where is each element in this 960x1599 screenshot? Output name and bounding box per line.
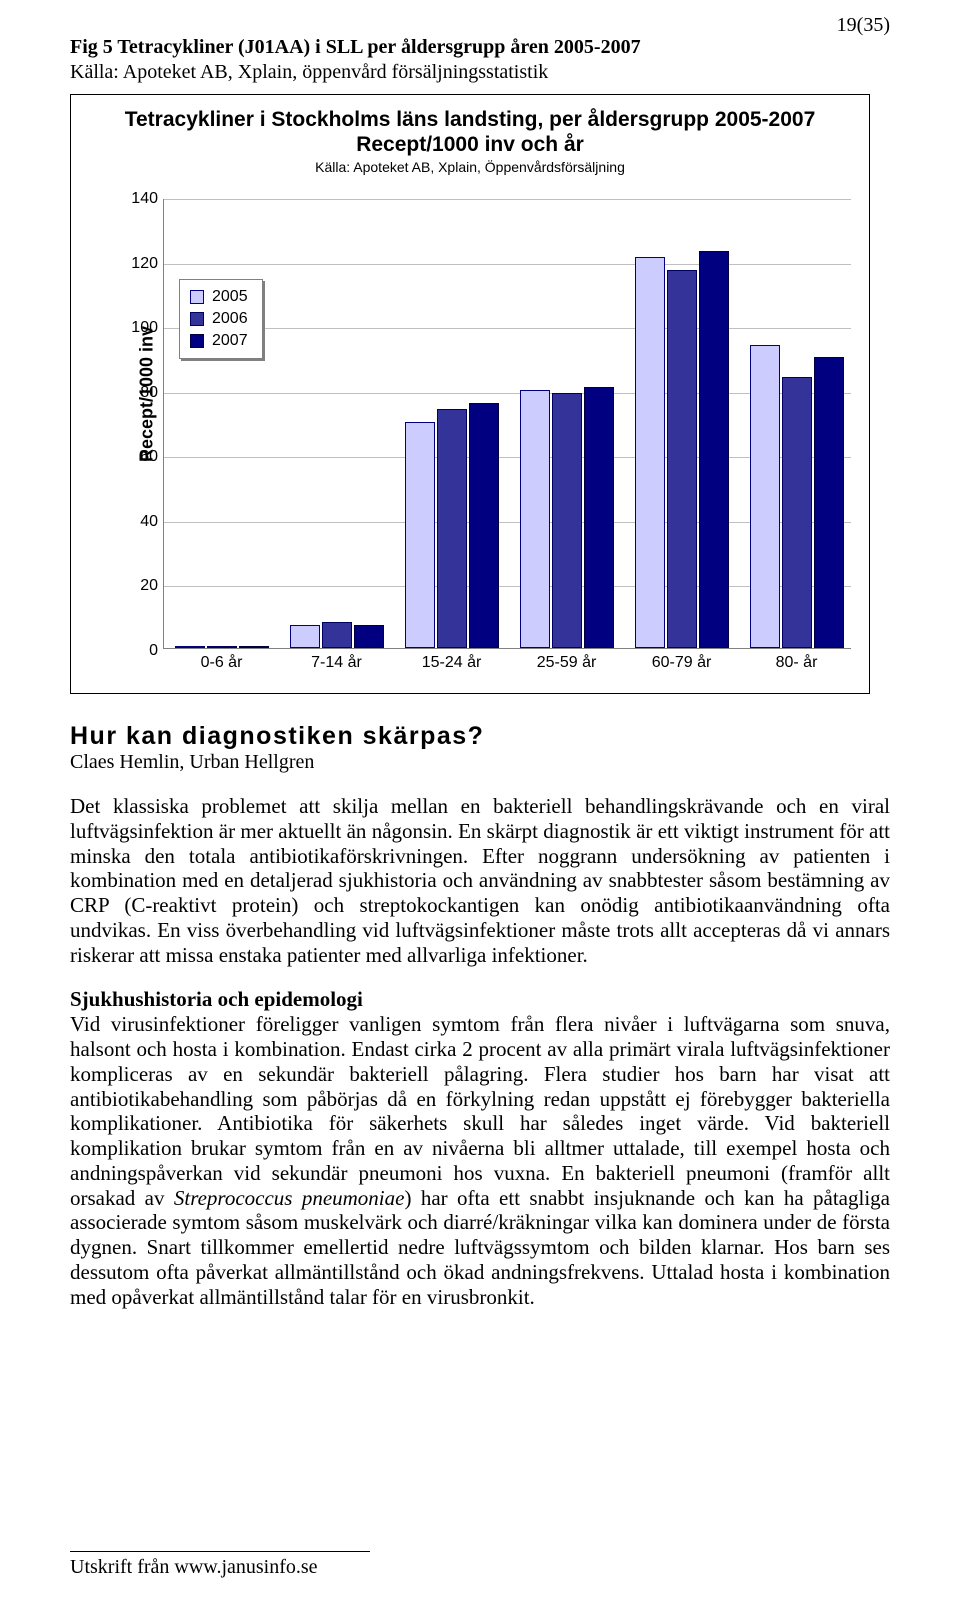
- figure-source: Källa: Apoteket AB, Xplain, öppenvård fö…: [70, 61, 890, 84]
- ytick-label: 120: [122, 255, 158, 273]
- ytick-label: 0: [122, 642, 158, 660]
- bar: [437, 409, 467, 648]
- bar-group: [290, 199, 384, 648]
- legend-swatch: [190, 334, 204, 348]
- legend-label: 2005: [212, 288, 248, 306]
- xtick-label: 60-79 år: [622, 654, 742, 672]
- bar: [239, 646, 269, 648]
- bar-group: [635, 199, 729, 648]
- footer-divider: [70, 1551, 370, 1552]
- legend-swatch: [190, 290, 204, 304]
- xtick-label: 15-24 år: [392, 654, 512, 672]
- bar: [750, 345, 780, 648]
- paragraph-2: Vid virusinfektioner föreligger vanligen…: [70, 1012, 890, 1309]
- page-number: 19(35): [837, 14, 890, 37]
- figure-title: Fig 5 Tetracykliner (J01AA) i SLL per ål…: [70, 36, 890, 59]
- bar: [175, 646, 205, 648]
- chart-sub-source: Källa: Apoteket AB, Xplain, Öppenvårdsfö…: [71, 159, 869, 176]
- plot-area: 0204060801001201400-6 år7-14 år15-24 år2…: [163, 199, 851, 649]
- footer-text: Utskrift från www.janusinfo.se: [70, 1556, 318, 1578]
- legend-row: 2006: [190, 308, 248, 330]
- bar: [469, 403, 499, 648]
- ytick-label: 80: [122, 384, 158, 402]
- ytick-label: 40: [122, 513, 158, 531]
- legend-swatch: [190, 312, 204, 326]
- ytick-label: 60: [122, 448, 158, 466]
- legend: 2005 2006 2007: [179, 279, 263, 359]
- bar: [584, 387, 614, 649]
- subheading: Sjukhushistoria och epidemologi: [70, 987, 890, 1012]
- bar-group: [750, 199, 844, 648]
- chart-title: Tetracykliner i Stockholms läns landstin…: [71, 107, 869, 176]
- page-footer: Utskrift från www.janusinfo.se: [70, 1551, 370, 1579]
- legend-row: 2005: [190, 286, 248, 308]
- bar: [405, 422, 435, 648]
- bar: [699, 251, 729, 648]
- xtick-label: 25-59 år: [507, 654, 627, 672]
- bar-group: [405, 199, 499, 648]
- bar-group: [175, 199, 269, 648]
- chart-title-line1: Tetracykliner i Stockholms läns landstin…: [125, 108, 816, 131]
- ytick-label: 20: [122, 577, 158, 595]
- xtick-label: 0-6 år: [162, 654, 282, 672]
- bar: [520, 390, 550, 648]
- legend-label: 2006: [212, 310, 248, 328]
- para2-part-a: Vid virusinfektioner föreligger vanligen…: [70, 1012, 890, 1209]
- ytick-label: 100: [122, 319, 158, 337]
- chart-title-line2: Recept/1000 inv och år: [356, 133, 584, 156]
- bar: [667, 270, 697, 648]
- ytick-label: 140: [122, 190, 158, 208]
- para2-italic: Streprococcus pneumoniae: [174, 1186, 405, 1210]
- legend-label: 2007: [212, 332, 248, 350]
- bar: [782, 377, 812, 648]
- bar: [354, 625, 384, 648]
- bar-chart: Tetracykliner i Stockholms läns landstin…: [70, 94, 870, 694]
- bar-group: [520, 199, 614, 648]
- legend-row: 2007: [190, 330, 248, 352]
- authors: Claes Hemlin, Urban Hellgren: [70, 751, 890, 774]
- bar: [207, 646, 237, 648]
- bar: [552, 393, 582, 648]
- xtick-label: 7-14 år: [277, 654, 397, 672]
- paragraph-1: Det klassiska problemet att skilja mella…: [70, 794, 890, 967]
- bar: [322, 622, 352, 648]
- bar: [635, 257, 665, 648]
- section-heading: Hur kan diagnostiken skärpas?: [70, 722, 890, 751]
- bar: [290, 625, 320, 648]
- bar: [814, 357, 844, 648]
- xtick-label: 80- år: [737, 654, 857, 672]
